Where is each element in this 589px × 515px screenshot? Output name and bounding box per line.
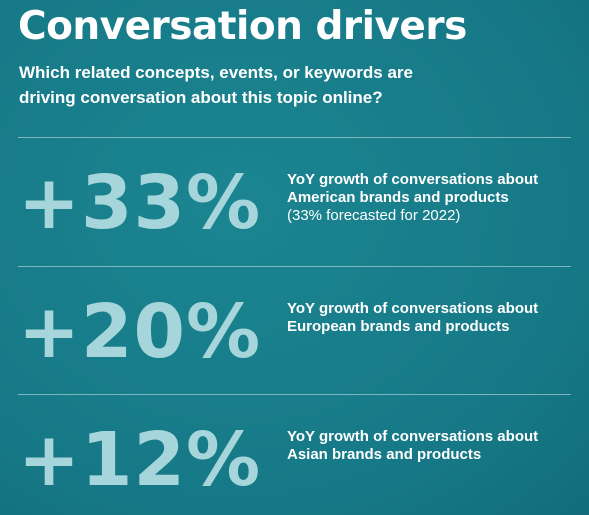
divider <box>18 266 571 267</box>
description-line: Asian brands and products <box>287 446 482 463</box>
description-line: (33% forecasted for 2022) <box>287 207 461 224</box>
divider <box>18 394 571 395</box>
stat-value: +20% <box>18 289 262 375</box>
description-line: YoY growth of conversations about <box>287 300 539 317</box>
stat-value: +12% <box>18 417 262 503</box>
description-line: YoY growth of conversations about <box>287 428 539 445</box>
title: Conversation drivers <box>18 4 467 49</box>
description-line: European brands and products <box>287 318 510 335</box>
stat-value: +33% <box>18 160 262 246</box>
subtitle: driving conversation about this topic on… <box>19 88 383 107</box>
description-line: American brands and products <box>287 189 509 206</box>
divider <box>18 137 571 138</box>
subtitle: Which related concepts, events, or keywo… <box>19 63 413 82</box>
description-line: YoY growth of conversations about <box>287 171 539 188</box>
